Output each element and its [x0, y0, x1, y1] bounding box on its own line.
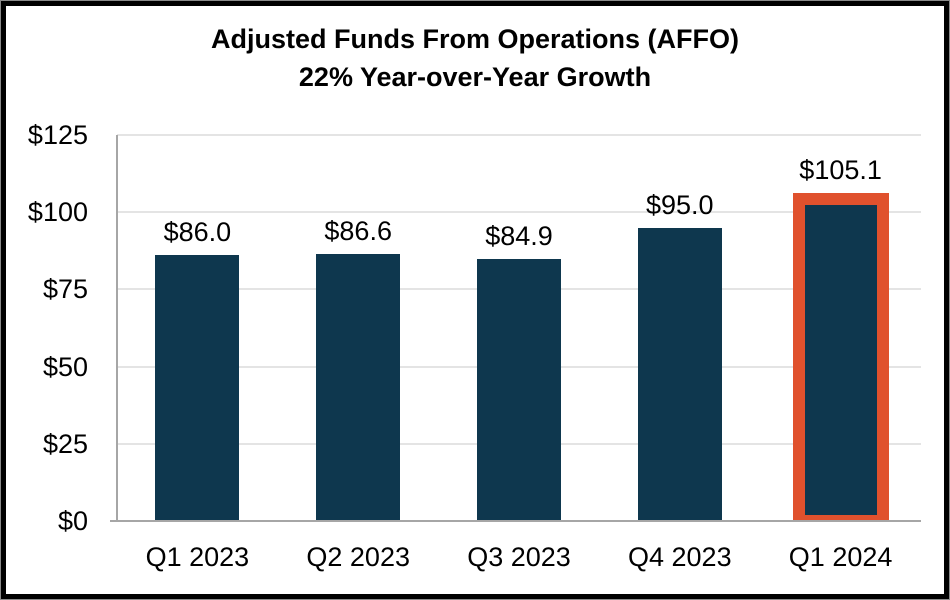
y-axis-tick-label: $25: [42, 428, 88, 459]
bar-q1-2024: [804, 205, 877, 515]
bar-q4-2023: [637, 227, 722, 521]
x-axis-label-q2-2023: Q2 2023: [306, 542, 410, 572]
x-axis-label-q1-2023: Q1 2023: [145, 542, 250, 572]
y-axis-tick-label: $0: [57, 506, 88, 536]
y-axis-tick-label: $50: [42, 351, 88, 382]
x-axis-label-q1-2024: Q1 2024: [788, 542, 893, 572]
bar-q2-2023: [316, 253, 401, 521]
gridline-125: [117, 134, 921, 136]
x-axis-line: [110, 520, 921, 522]
data-label-q4-2023: $95.0: [646, 189, 714, 220]
chart-title: Adjusted Funds From Operations (AFFO) 22…: [0, 20, 950, 96]
bar-highlight-outline-q1-2024: [792, 193, 889, 521]
data-label-q1-2023: $86.0: [163, 217, 232, 248]
x-axis-label-q3-2023: Q3 2023: [467, 542, 571, 572]
data-label-q3-2023: $84.9: [485, 220, 553, 251]
chart-title-line1: Adjusted Funds From Operations (AFFO): [211, 24, 739, 54]
y-axis-tick-label: $100: [27, 197, 88, 228]
y-axis-line: [116, 135, 118, 522]
x-axis-label-q4-2023: Q4 2023: [628, 542, 732, 572]
gridline-100: [117, 211, 921, 214]
bar-q3-2023: [477, 258, 561, 521]
y-axis-tick-label: $125: [27, 120, 88, 150]
y-axis-tick-label: $75: [42, 274, 88, 305]
chart-title-line2: 22% Year-over-Year Growth: [298, 62, 652, 92]
bar-q1-2023: [155, 255, 240, 521]
data-label-q1-2024: $105.1: [799, 155, 882, 186]
data-label-q2-2023: $86.6: [324, 215, 392, 246]
